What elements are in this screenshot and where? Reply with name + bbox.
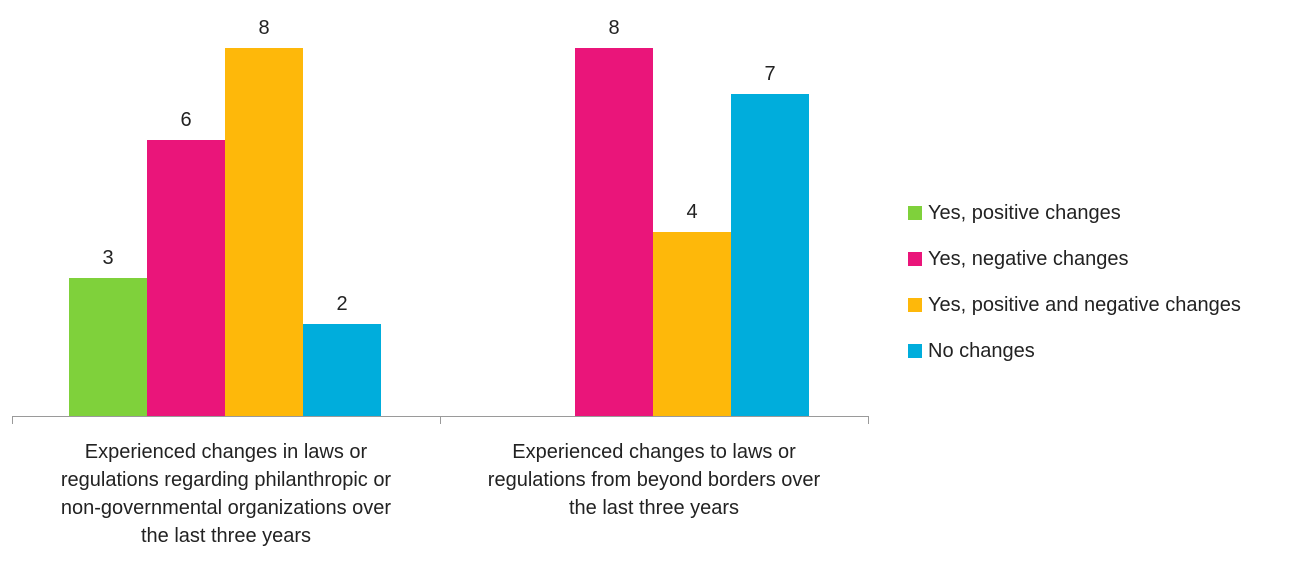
category-label-1-line-2: the last three years (568, 497, 740, 519)
bars-group (69, 48, 809, 416)
category-label-1-line-1: regulations from beyond borders over (487, 469, 821, 491)
category-label-0-line-2: non-governmental organizations over (60, 497, 392, 519)
data-label-0-2: 8 (258, 17, 269, 39)
legend-swatch-1 (908, 252, 922, 266)
category-label-0-line-0: Experienced changes in laws or (84, 441, 368, 463)
bar-1-1 (575, 48, 653, 416)
legend-swatch-0 (908, 206, 922, 220)
data-labels-group: 3 6 8 8 4 2 7 (102, 17, 775, 315)
data-label-0-0: 3 (102, 247, 113, 269)
data-label-1-3: 7 (764, 63, 775, 85)
legend-item-3: No changes (908, 328, 1241, 374)
bar-0-0 (69, 278, 147, 416)
bar-1-3 (731, 94, 809, 416)
legend-label-1: Yes, negative changes (928, 247, 1129, 270)
legend-label-0: Yes, positive changes (928, 201, 1121, 224)
bar-0-3 (303, 324, 381, 416)
data-label-0-3: 2 (336, 293, 347, 315)
legend: Yes, positive changes Yes, negative chan… (908, 190, 1241, 374)
legend-swatch-2 (908, 298, 922, 312)
category-label-1-line-0: Experienced changes to laws or (512, 441, 796, 463)
category-label-1: Experienced changes to laws or regulation… (440, 438, 868, 522)
category-label-0: Experienced changes in laws or regulation… (12, 438, 440, 550)
category-label-0-line-3: the last three years (140, 525, 312, 547)
legend-item-1: Yes, negative changes (908, 236, 1241, 282)
category-label-0-line-1: regulations regarding philanthropic or (60, 469, 392, 491)
bar-1-2 (653, 232, 731, 416)
bar-0-2 (225, 48, 303, 416)
legend-swatch-3 (908, 344, 922, 358)
data-label-1-1: 8 (608, 17, 619, 39)
legend-item-0: Yes, positive changes (908, 190, 1241, 236)
bar-0-1 (147, 140, 225, 416)
legend-label-2: Yes, positive and negative changes (928, 293, 1241, 316)
data-label-1-2: 4 (686, 201, 697, 223)
x-axis (12, 416, 869, 424)
legend-item-2: Yes, positive and negative changes (908, 282, 1241, 328)
data-label-0-1: 6 (180, 109, 191, 131)
legend-label-3: No changes (928, 339, 1035, 362)
